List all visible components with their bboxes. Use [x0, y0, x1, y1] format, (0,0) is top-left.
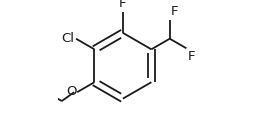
Text: Cl: Cl — [62, 32, 75, 45]
Text: F: F — [171, 5, 179, 18]
Text: F: F — [188, 50, 195, 63]
Text: O: O — [66, 85, 76, 98]
Text: F: F — [119, 0, 127, 10]
